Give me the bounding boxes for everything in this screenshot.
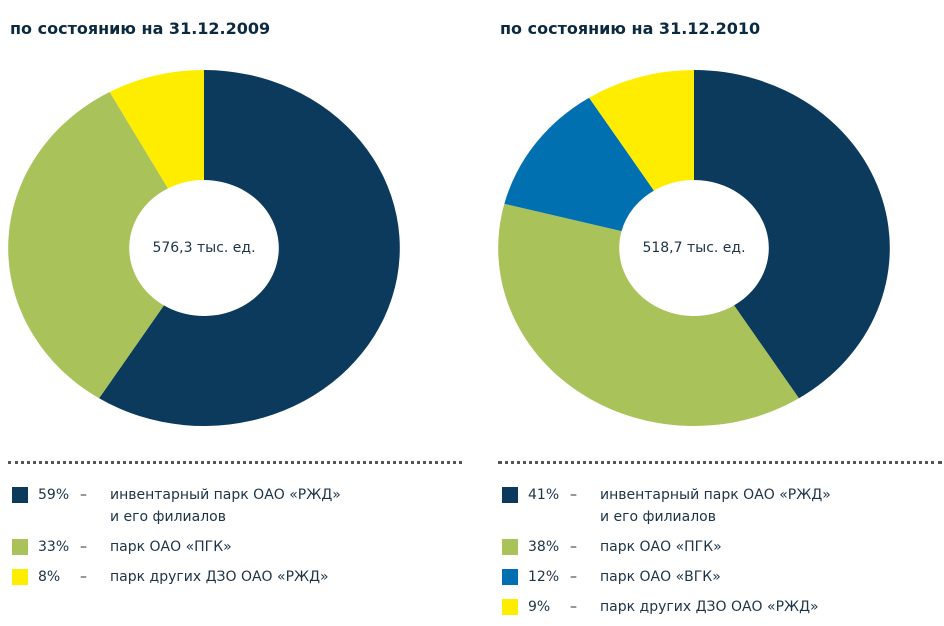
chart-title: по состоянию на 31.12.2009: [10, 19, 270, 38]
separator-line: [8, 461, 462, 464]
donut-segment: [498, 203, 799, 427]
legend-dash: –: [80, 539, 87, 555]
legend-swatch: [12, 569, 28, 585]
legend-swatch: [502, 487, 518, 503]
legend-dash: –: [570, 569, 577, 585]
legend-value: 41%: [528, 487, 560, 503]
legend-item: 33% – парк ОАО «ПГК»: [12, 536, 341, 558]
legend-label: парк ОАО «ПГК»: [600, 539, 722, 555]
donut-segment: [109, 70, 205, 189]
donut-segment: [8, 92, 168, 399]
legend-label: инвентарный парк ОАО «РЖД» и его филиало…: [600, 487, 831, 525]
donut-segment: [589, 70, 694, 191]
legend-value: 38%: [528, 539, 560, 555]
donut: [498, 70, 890, 427]
legend-swatch: [502, 539, 518, 555]
legend-swatch: [12, 539, 28, 555]
donut-segment: [694, 70, 890, 399]
legend-item: 38% – парк ОАО «ПГК»: [502, 536, 831, 558]
legend-label: парк ОАО «ВГК»: [600, 569, 721, 585]
legend-swatch: [12, 487, 28, 503]
charts: по состоянию на 31.12.2009 576,3 тыс. ед.…: [8, 19, 890, 427]
legend-dash: –: [80, 569, 87, 585]
legend-item: 12% – парк ОАО «ВГК»: [502, 566, 831, 588]
legend-label: парк других ДЗО ОАО «РЖД»: [110, 569, 329, 585]
center-label: 518,7 тыс. ед.: [642, 240, 745, 256]
legend-item: 9% – парк других ДЗО ОАО «РЖД»: [502, 596, 831, 618]
legend-dash: –: [570, 487, 577, 503]
legend-value: 9%: [528, 599, 551, 615]
legend-value: 12%: [528, 569, 560, 585]
donut-segment: [99, 70, 400, 427]
legend-item: 41% – инвентарный парк ОАО «РЖД» и его фил…: [502, 484, 831, 528]
center-label: 576,3 тыс. ед.: [152, 240, 255, 256]
legend: 59% – инвентарный парк ОАО «РЖД» и его фил…: [12, 484, 341, 596]
legend-item: 8% – парк других ДЗО ОАО «РЖД»: [12, 566, 341, 588]
legend-dash: –: [80, 487, 87, 503]
legend-label: парк ОАО «ПГК»: [110, 539, 232, 555]
legend-swatch: [502, 569, 518, 585]
legend-value: 59%: [38, 487, 70, 503]
legend-dash: –: [570, 539, 577, 555]
chart-title: по состоянию на 31.12.2010: [500, 19, 760, 38]
legend-value: 8%: [38, 569, 61, 585]
legend-item: 59% – инвентарный парк ОАО «РЖД» и его фил…: [12, 484, 341, 528]
legend-label: инвентарный парк ОАО «РЖД» и его филиало…: [110, 487, 341, 525]
separator-line: [498, 461, 942, 464]
legend-label: парк других ДЗО ОАО «РЖД»: [600, 599, 819, 615]
legend-dash: –: [570, 599, 577, 615]
legend: 41% – инвентарный парк ОАО «РЖД» и его фил…: [502, 484, 831, 626]
donut: [8, 70, 400, 427]
legend-swatch: [502, 599, 518, 615]
donut-segment: [504, 97, 654, 232]
legend-value: 33%: [38, 539, 70, 555]
